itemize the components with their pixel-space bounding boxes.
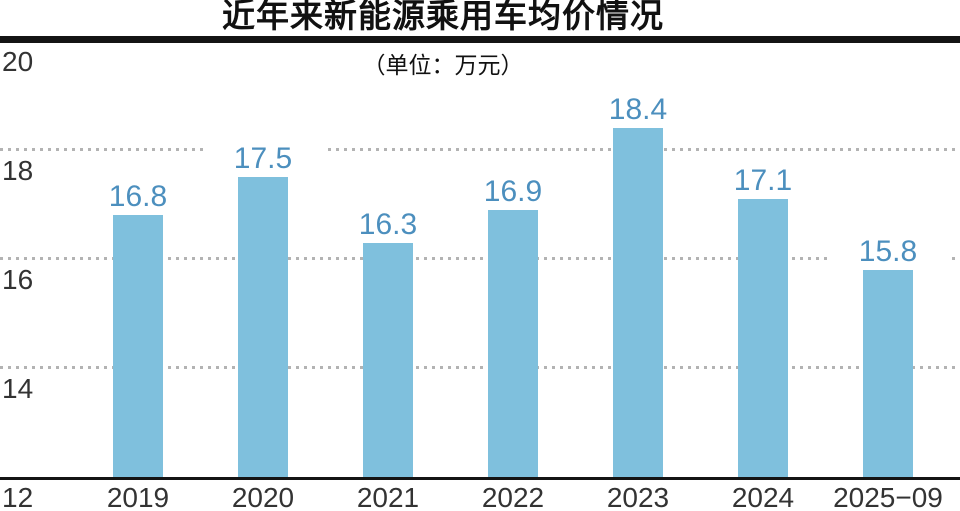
bar: [363, 242, 413, 477]
bar-value-label: 15.8: [828, 236, 948, 267]
chart-title: 近年来新能源乘用车均价情况: [222, 0, 664, 34]
subtitle-row: （单位：万元）: [0, 52, 886, 78]
x-tick-label: 2024: [731, 482, 795, 511]
bar: [488, 209, 538, 477]
y-tick-label: 18: [2, 155, 34, 186]
bar-value-label: 16.8: [78, 182, 198, 213]
title-divider-rule: [0, 36, 960, 43]
bar: [613, 128, 663, 477]
x-tick-label: 2019: [106, 482, 170, 511]
bar-value-label: 16.9: [453, 176, 573, 207]
unit-label: （单位：万元）: [362, 52, 524, 78]
bar-value-label: 16.3: [328, 209, 448, 240]
x-tick-label: 2022: [481, 482, 545, 511]
bar-value-label: 17.5: [203, 144, 323, 175]
bar-value-label: 17.1: [703, 166, 823, 197]
x-tick-label: 2025−09: [833, 482, 943, 511]
gridline: [0, 148, 960, 151]
bar: [238, 177, 288, 477]
bar: [738, 199, 788, 477]
x-axis-baseline: [0, 477, 960, 480]
bar-value-label: 18.4: [578, 95, 698, 126]
y-tick-label: 14: [2, 373, 34, 404]
y-tick-label: 12: [2, 482, 34, 511]
x-tick-label: 2021: [356, 482, 420, 511]
gridline: [0, 257, 960, 260]
x-tick-label: 2023: [606, 482, 670, 511]
bar: [113, 215, 163, 477]
y-tick-label: 16: [2, 264, 34, 295]
bar: [863, 269, 913, 477]
x-tick-label: 2020: [231, 482, 295, 511]
title-row: 近年来新能源乘用车均价情况: [0, 0, 886, 36]
y-tick-label: 20: [2, 46, 34, 77]
gridline: [0, 366, 960, 369]
